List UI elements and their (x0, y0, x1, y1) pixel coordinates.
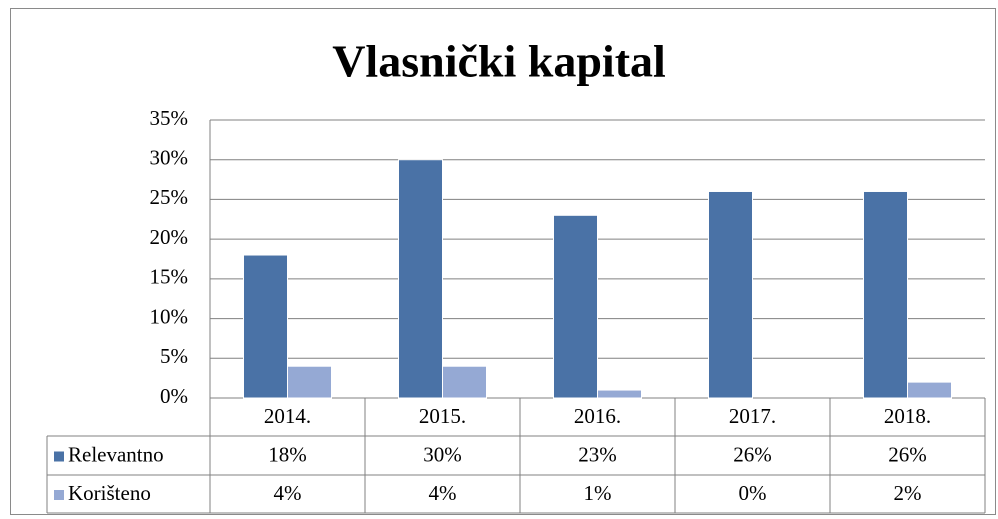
y-tick-label: 20% (150, 225, 189, 249)
legend-label: Relevantno (68, 442, 164, 466)
y-tick-label: 35% (150, 106, 189, 130)
table-value: 26% (733, 442, 772, 466)
bar (442, 365, 487, 399)
bar (907, 381, 952, 399)
y-tick-label: 10% (150, 304, 189, 328)
legend-swatch (54, 451, 64, 462)
x-tick-label: 2015. (419, 404, 466, 428)
bar (708, 190, 753, 399)
x-tick-label: 2017. (729, 404, 776, 428)
chart-border (10, 8, 996, 515)
bar (243, 254, 288, 399)
chart-title: Vlasnički kapital (332, 36, 666, 87)
table-value: 0% (739, 481, 767, 505)
bar (863, 190, 908, 399)
y-tick-label: 15% (150, 265, 189, 289)
x-tick-label: 2016. (574, 404, 621, 428)
legend-swatch (54, 490, 64, 500)
y-tick-label: 25% (150, 185, 189, 209)
bar (287, 365, 332, 399)
table-value: 30% (423, 442, 462, 466)
table-value: 23% (578, 442, 617, 466)
table-value: 1% (584, 481, 612, 505)
bar (553, 214, 598, 399)
x-tick-label: 2014. (264, 404, 311, 428)
x-tick-label: 2018. (884, 404, 931, 428)
y-tick-label: 5% (160, 344, 188, 368)
bar (398, 159, 443, 399)
table-value: 18% (268, 442, 307, 466)
legend-label: Korišteno (68, 481, 151, 505)
table-value: 4% (429, 481, 457, 505)
bar (597, 389, 642, 399)
y-tick-label: 0% (160, 384, 188, 408)
y-tick-label: 30% (150, 146, 189, 170)
table-value: 2% (894, 481, 922, 505)
table-value: 4% (274, 481, 302, 505)
table-value: 26% (888, 442, 927, 466)
